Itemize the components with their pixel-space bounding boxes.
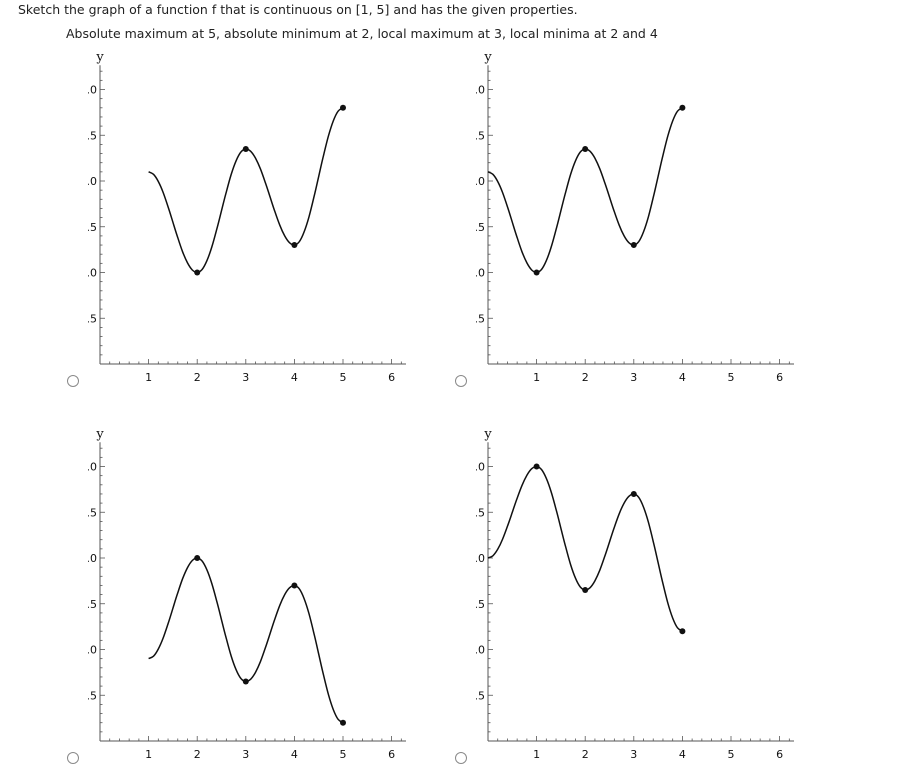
data-point xyxy=(679,104,686,111)
x-tick-label: 4 xyxy=(679,371,686,384)
option-b-chart: 1234560.51.01.52.02.53.0xy xyxy=(476,52,794,384)
y-tick-label: 2.0 xyxy=(88,552,97,565)
x-tick-label: 3 xyxy=(242,748,249,761)
x-tick-label: 4 xyxy=(679,748,686,761)
y-axis-label: y xyxy=(483,52,492,65)
function-curve xyxy=(487,465,683,632)
y-tick-label: 2.5 xyxy=(476,506,485,519)
question-prompt: Sketch the graph of a function f that is… xyxy=(18,2,578,17)
option-b-radio[interactable] xyxy=(455,375,467,387)
x-tick-label: 3 xyxy=(630,371,637,384)
x-tick-label: 6 xyxy=(388,371,395,384)
x-tick-label: 6 xyxy=(776,748,783,761)
y-axis-label: y xyxy=(95,52,104,65)
question-properties: Absolute maximum at 5, absolute minimum … xyxy=(66,26,658,41)
y-tick-label: 1.5 xyxy=(88,221,97,234)
y-tick-label: 3.0 xyxy=(88,461,97,474)
y-axis-label: y xyxy=(95,429,104,442)
x-tick-label: 5 xyxy=(340,371,347,384)
data-point xyxy=(582,587,589,594)
x-tick-label: 5 xyxy=(728,371,735,384)
x-tick-label: 5 xyxy=(340,748,347,761)
data-point xyxy=(630,490,637,497)
y-tick-label: 0.5 xyxy=(88,312,97,325)
y-tick-label: 2.5 xyxy=(88,129,97,142)
x-tick-label: 1 xyxy=(145,371,152,384)
option-c-radio[interactable] xyxy=(67,752,79,764)
option-c-graph: 1234560.51.01.52.02.53.0xy xyxy=(88,429,406,761)
y-tick-label: 1.0 xyxy=(88,267,97,280)
x-tick-label: 1 xyxy=(533,748,540,761)
function-curve xyxy=(148,107,344,274)
y-tick-label: 1.5 xyxy=(476,598,485,611)
data-point xyxy=(582,145,589,152)
data-point xyxy=(630,242,637,249)
data-point xyxy=(533,269,540,276)
x-tick-label: 2 xyxy=(194,371,201,384)
data-point xyxy=(194,555,201,561)
option-a-chart: 1234560.51.01.52.02.53.0xy xyxy=(88,52,406,384)
y-tick-label: 0.5 xyxy=(88,689,97,702)
data-point xyxy=(291,582,298,589)
x-tick-label: 3 xyxy=(242,371,249,384)
option-d-radio[interactable] xyxy=(455,752,467,764)
y-tick-label: 2.5 xyxy=(476,129,485,142)
y-tick-label: 0.5 xyxy=(476,312,485,325)
data-point xyxy=(242,678,249,685)
y-tick-label: 3.0 xyxy=(88,84,97,97)
x-tick-label: 1 xyxy=(533,371,540,384)
y-tick-label: 2.5 xyxy=(88,506,97,519)
option-d-graph: 1234560.51.01.52.02.53.0xy xyxy=(476,429,794,761)
y-tick-label: 1.0 xyxy=(476,644,485,657)
x-tick-label: 6 xyxy=(388,748,395,761)
x-tick-label: 2 xyxy=(194,748,201,761)
x-tick-label: 3 xyxy=(630,748,637,761)
y-tick-label: 1.5 xyxy=(476,221,485,234)
x-tick-label: 5 xyxy=(728,748,735,761)
y-tick-label: 0.5 xyxy=(476,689,485,702)
x-tick-label: 4 xyxy=(291,748,298,761)
function-curve xyxy=(487,107,683,274)
option-b-graph: 1234560.51.01.52.02.53.0xy xyxy=(476,52,794,384)
x-tick-label: 2 xyxy=(582,748,589,761)
y-tick-label: 1.5 xyxy=(88,598,97,611)
x-tick-label: 1 xyxy=(145,748,152,761)
x-tick-label: 2 xyxy=(582,371,589,384)
y-tick-label: 3.0 xyxy=(476,461,485,474)
option-d-chart: 1234560.51.01.52.02.53.0xy xyxy=(476,429,794,761)
y-tick-label: 2.0 xyxy=(88,175,97,188)
y-axis-label: y xyxy=(483,429,492,442)
x-tick-label: 6 xyxy=(776,371,783,384)
data-point xyxy=(340,719,346,726)
data-point xyxy=(533,463,540,470)
function-curve xyxy=(148,557,344,724)
data-point xyxy=(194,269,201,276)
y-tick-label: 2.0 xyxy=(476,175,485,188)
data-point xyxy=(340,104,346,111)
option-a-radio[interactable] xyxy=(67,375,79,387)
y-tick-label: 3.0 xyxy=(476,84,485,97)
option-c-chart: 1234560.51.01.52.02.53.0xy xyxy=(88,429,406,761)
y-tick-label: 2.0 xyxy=(476,552,485,565)
y-tick-label: 1.0 xyxy=(88,644,97,657)
data-point xyxy=(291,242,298,249)
y-tick-label: 1.0 xyxy=(476,267,485,280)
data-point xyxy=(679,628,686,635)
data-point xyxy=(242,145,249,152)
x-tick-label: 4 xyxy=(291,371,298,384)
option-a-graph: 1234560.51.01.52.02.53.0xy xyxy=(88,52,406,384)
